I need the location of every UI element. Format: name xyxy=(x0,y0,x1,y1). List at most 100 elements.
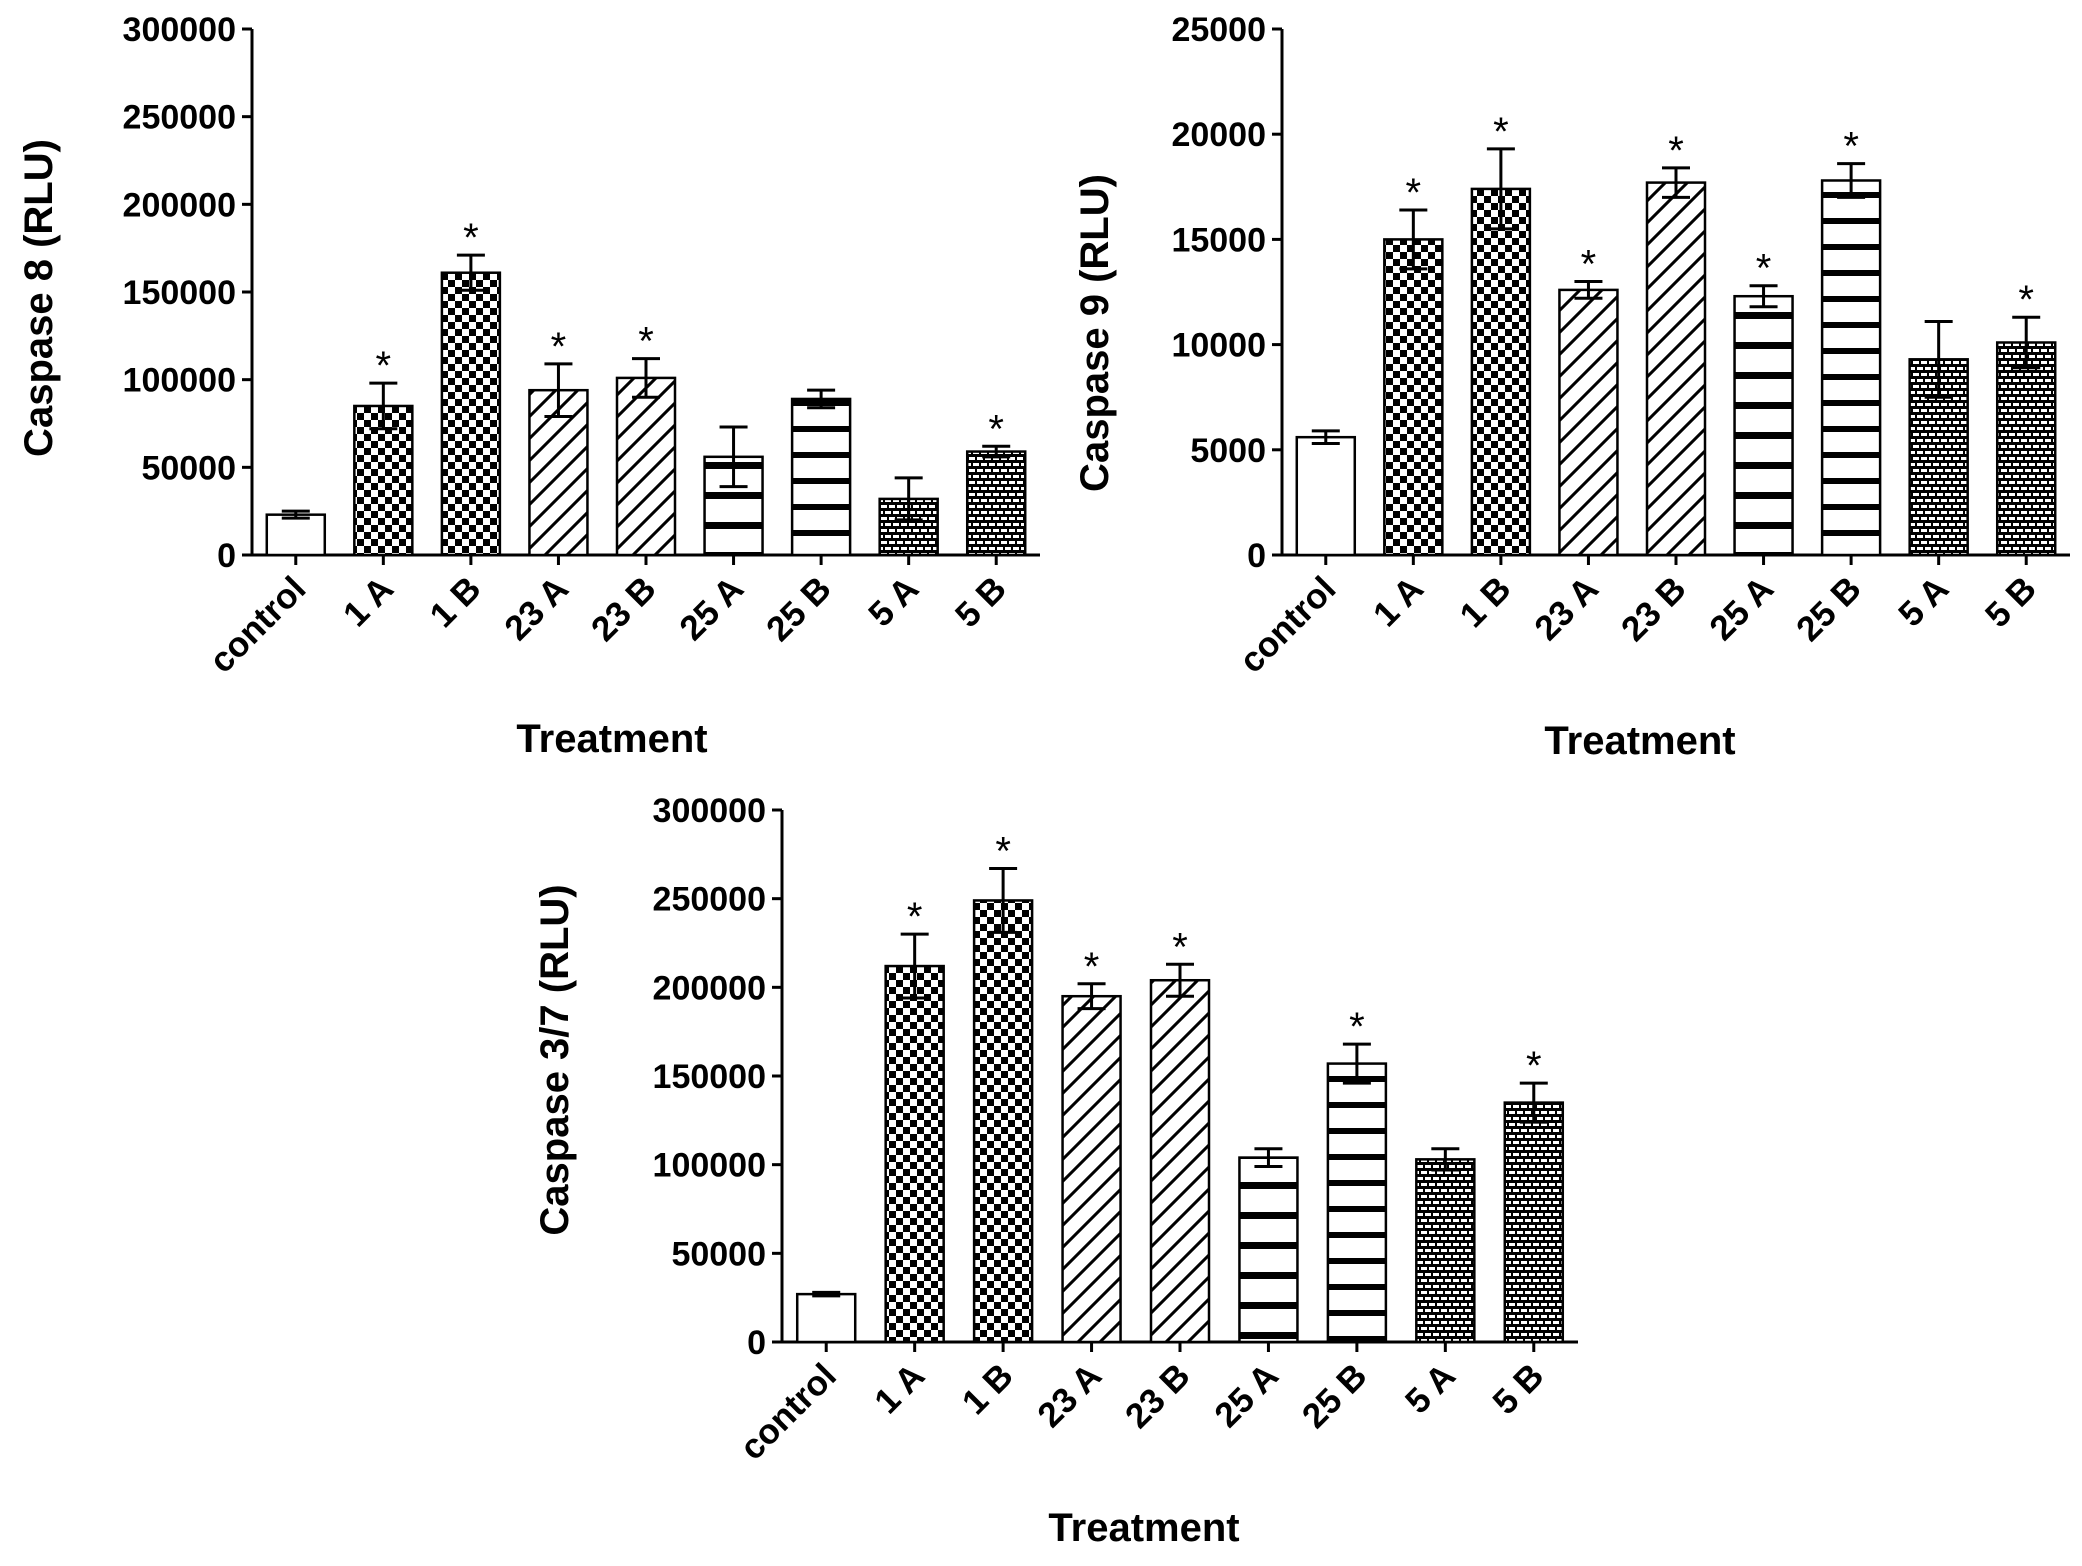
x-tick-label: control xyxy=(202,569,313,680)
error-bar xyxy=(1662,166,1690,199)
significance-marker: * xyxy=(376,344,392,388)
x-tick-label: 23 B xyxy=(584,569,664,649)
error-bar xyxy=(982,444,1011,459)
significance-marker: * xyxy=(995,830,1011,874)
significance-marker: * xyxy=(1349,1005,1365,1049)
x-tick-label: 23 B xyxy=(1614,569,1694,649)
bar xyxy=(265,513,327,557)
bar xyxy=(1326,1062,1388,1344)
x-tick-label: 5 B xyxy=(1978,569,2044,635)
y-tick-label: 25000 xyxy=(1171,11,1266,49)
bar xyxy=(1820,179,1882,557)
y-tick-label: 250000 xyxy=(653,881,766,919)
error-bar xyxy=(989,867,1018,934)
y-tick-label: 0 xyxy=(217,537,236,575)
error-bar xyxy=(1342,1042,1371,1085)
bar xyxy=(972,899,1034,1344)
chart-caspase-3-7: Caspase 3/7 (RLU) Treatment 0 50000 100000… xyxy=(533,792,1578,1550)
y-tick-label: 50000 xyxy=(141,449,236,487)
error-bar xyxy=(1077,982,1106,1011)
x-tick-label: 25 A xyxy=(1207,1356,1286,1435)
error-bar xyxy=(456,253,485,292)
significance-marker: * xyxy=(638,320,654,364)
y-tick-label: 150000 xyxy=(123,274,236,312)
x-tick-label: 23 A xyxy=(1527,569,1606,648)
chart-caspase-8: Caspase 8 (RLU) Treatment 0 50000 100000 15… xyxy=(17,11,1040,761)
x-tick-label: 25 A xyxy=(672,569,751,648)
y-tick-label: 250000 xyxy=(123,99,236,137)
x-tick-label: 5 A xyxy=(1891,569,1956,634)
x-tick-label: 1 A xyxy=(1366,569,1431,634)
x-tick-label: 25 B xyxy=(759,569,839,649)
bar xyxy=(353,404,414,557)
x-tick-label: 1 B xyxy=(1452,569,1518,635)
significance-marker: * xyxy=(1581,242,1597,286)
error-bar xyxy=(1574,279,1603,300)
y-tick-label: 15000 xyxy=(1171,221,1266,259)
significance-marker: * xyxy=(907,895,923,939)
y-tick-label: 200000 xyxy=(653,969,766,1007)
error-bar xyxy=(1519,1081,1548,1124)
error-bar xyxy=(1431,1147,1460,1172)
error-bar xyxy=(544,362,573,418)
x-tick-label: 23 A xyxy=(1030,1356,1109,1435)
x-axis-title: Treatment xyxy=(1048,1506,1239,1550)
bar xyxy=(1645,181,1707,557)
bar xyxy=(884,964,945,1344)
significance-marker: * xyxy=(2018,278,2034,322)
error-bar xyxy=(719,425,748,489)
y-axis-title: Caspase 9 (RLU) xyxy=(1073,174,1117,492)
y-axis-title: Caspase 8 (RLU) xyxy=(17,139,61,457)
error-bar xyxy=(1749,284,1778,309)
y-tick-label: 10000 xyxy=(1171,327,1266,365)
x-tick-label: 5 B xyxy=(948,569,1014,635)
significance-marker: * xyxy=(1172,925,1188,969)
y-tick-label: 5000 xyxy=(1190,432,1266,470)
significance-marker: * xyxy=(988,407,1004,451)
error-bar xyxy=(1837,162,1866,199)
y-tick-label: 100000 xyxy=(123,362,236,400)
error-bar xyxy=(894,476,923,522)
significance-marker: * xyxy=(1406,171,1422,215)
error-bar xyxy=(1311,429,1340,445)
plot-area: 0 5000 10000 15000 20000 25000 control * 1 A * 1 B… xyxy=(1171,11,2070,681)
x-tick-label: 1 A xyxy=(336,569,401,634)
y-tick-label: 0 xyxy=(1247,537,1266,575)
significance-marker: * xyxy=(1843,125,1859,169)
bar xyxy=(1733,294,1794,557)
y-tick-label: 300000 xyxy=(123,11,236,49)
error-bar xyxy=(1254,1147,1283,1168)
y-tick-label: 100000 xyxy=(653,1147,766,1185)
x-tick-label: 25 B xyxy=(1295,1356,1375,1436)
bar xyxy=(795,1292,857,1344)
bar xyxy=(440,271,502,557)
bar xyxy=(1503,1101,1565,1344)
bar xyxy=(965,450,1027,557)
bar xyxy=(1149,978,1211,1344)
plot-area: 0 50000 100000 150000 200000 250000 300000 cont… xyxy=(123,11,1040,681)
x-tick-label: 25 B xyxy=(1789,569,1869,649)
x-tick-label: 1 B xyxy=(422,569,488,635)
error-bar xyxy=(807,388,836,410)
x-tick-label: control xyxy=(1232,569,1343,680)
error-bar xyxy=(2012,315,2041,370)
bar xyxy=(1295,435,1357,557)
x-tick-label: 1 B xyxy=(955,1356,1021,1422)
significance-marker: * xyxy=(551,325,567,369)
x-tick-label: 5 A xyxy=(1398,1356,1463,1421)
bar xyxy=(1238,1156,1299,1344)
error-bar xyxy=(1924,319,1953,399)
error-bar xyxy=(369,381,398,431)
significance-marker: * xyxy=(1084,945,1100,989)
error-bar xyxy=(1166,962,1194,998)
significance-marker: * xyxy=(1668,129,1684,173)
error-bar xyxy=(632,357,660,399)
significance-marker: * xyxy=(1526,1044,1542,1088)
x-tick-label: 5 A xyxy=(861,569,926,634)
bar xyxy=(1415,1158,1476,1344)
bar xyxy=(615,376,677,557)
y-tick-label: 200000 xyxy=(123,186,236,224)
x-axis-title: Treatment xyxy=(516,717,707,761)
y-tick-label: 20000 xyxy=(1171,116,1266,154)
